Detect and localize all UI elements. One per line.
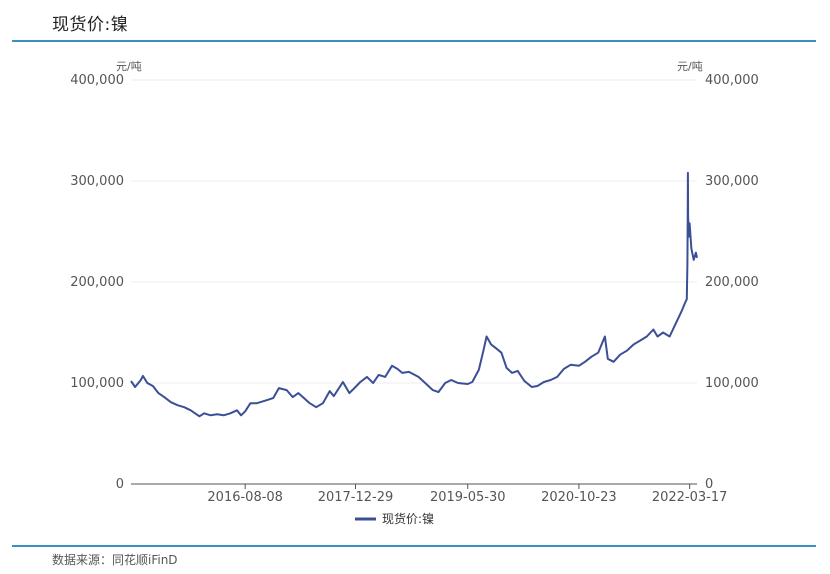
top-divider — [12, 40, 816, 42]
y-tick-label-right: 0 — [705, 477, 713, 492]
legend: 现货价:镍 — [355, 511, 434, 526]
y-axis-left: 0 100,000 200,000 300,000 400,000 — [70, 73, 124, 492]
x-tick-label: 2020-10-23 — [541, 490, 617, 505]
y-axis-right: 0 100,000 200,000 300,000 400,000 — [705, 73, 759, 492]
bottom-divider — [12, 545, 816, 547]
grid-lines — [131, 79, 697, 384]
series-layer — [130, 171, 698, 418]
x-tick-label: 2016-08-08 — [207, 490, 283, 505]
x-tick-label: 2017-12-29 — [318, 490, 394, 505]
y-tick-label-left: 0 — [116, 477, 124, 492]
y-tick-label-left: 200,000 — [70, 275, 124, 290]
legend-label: 现货价:镍 — [382, 511, 434, 526]
y-tick-label-right: 100,000 — [705, 376, 759, 391]
y-tick-label-right: 400,000 — [705, 73, 759, 88]
y-tick-label-left: 400,000 — [70, 73, 124, 88]
source-note: 数据来源：同花顺iFinD — [52, 553, 178, 567]
y-tick-label-left: 100,000 — [70, 376, 124, 391]
x-tick-label: 2019-05-30 — [430, 490, 506, 505]
series-line — [130, 171, 698, 418]
y-tick-label-right: 300,000 — [705, 174, 759, 189]
y-tick-label-right: 200,000 — [705, 275, 759, 290]
y-axis-unit-right: 元/吨 — [677, 60, 703, 73]
x-tick-label: 2022-03-17 — [652, 490, 728, 505]
x-axis: 2016-08-08 2017-12-29 2019-05-30 2020-10-23… — [207, 484, 727, 505]
y-tick-label-left: 300,000 — [70, 174, 124, 189]
page-title: 现货价:镍 — [52, 15, 129, 35]
y-axis-unit-left: 元/吨 — [116, 60, 142, 73]
